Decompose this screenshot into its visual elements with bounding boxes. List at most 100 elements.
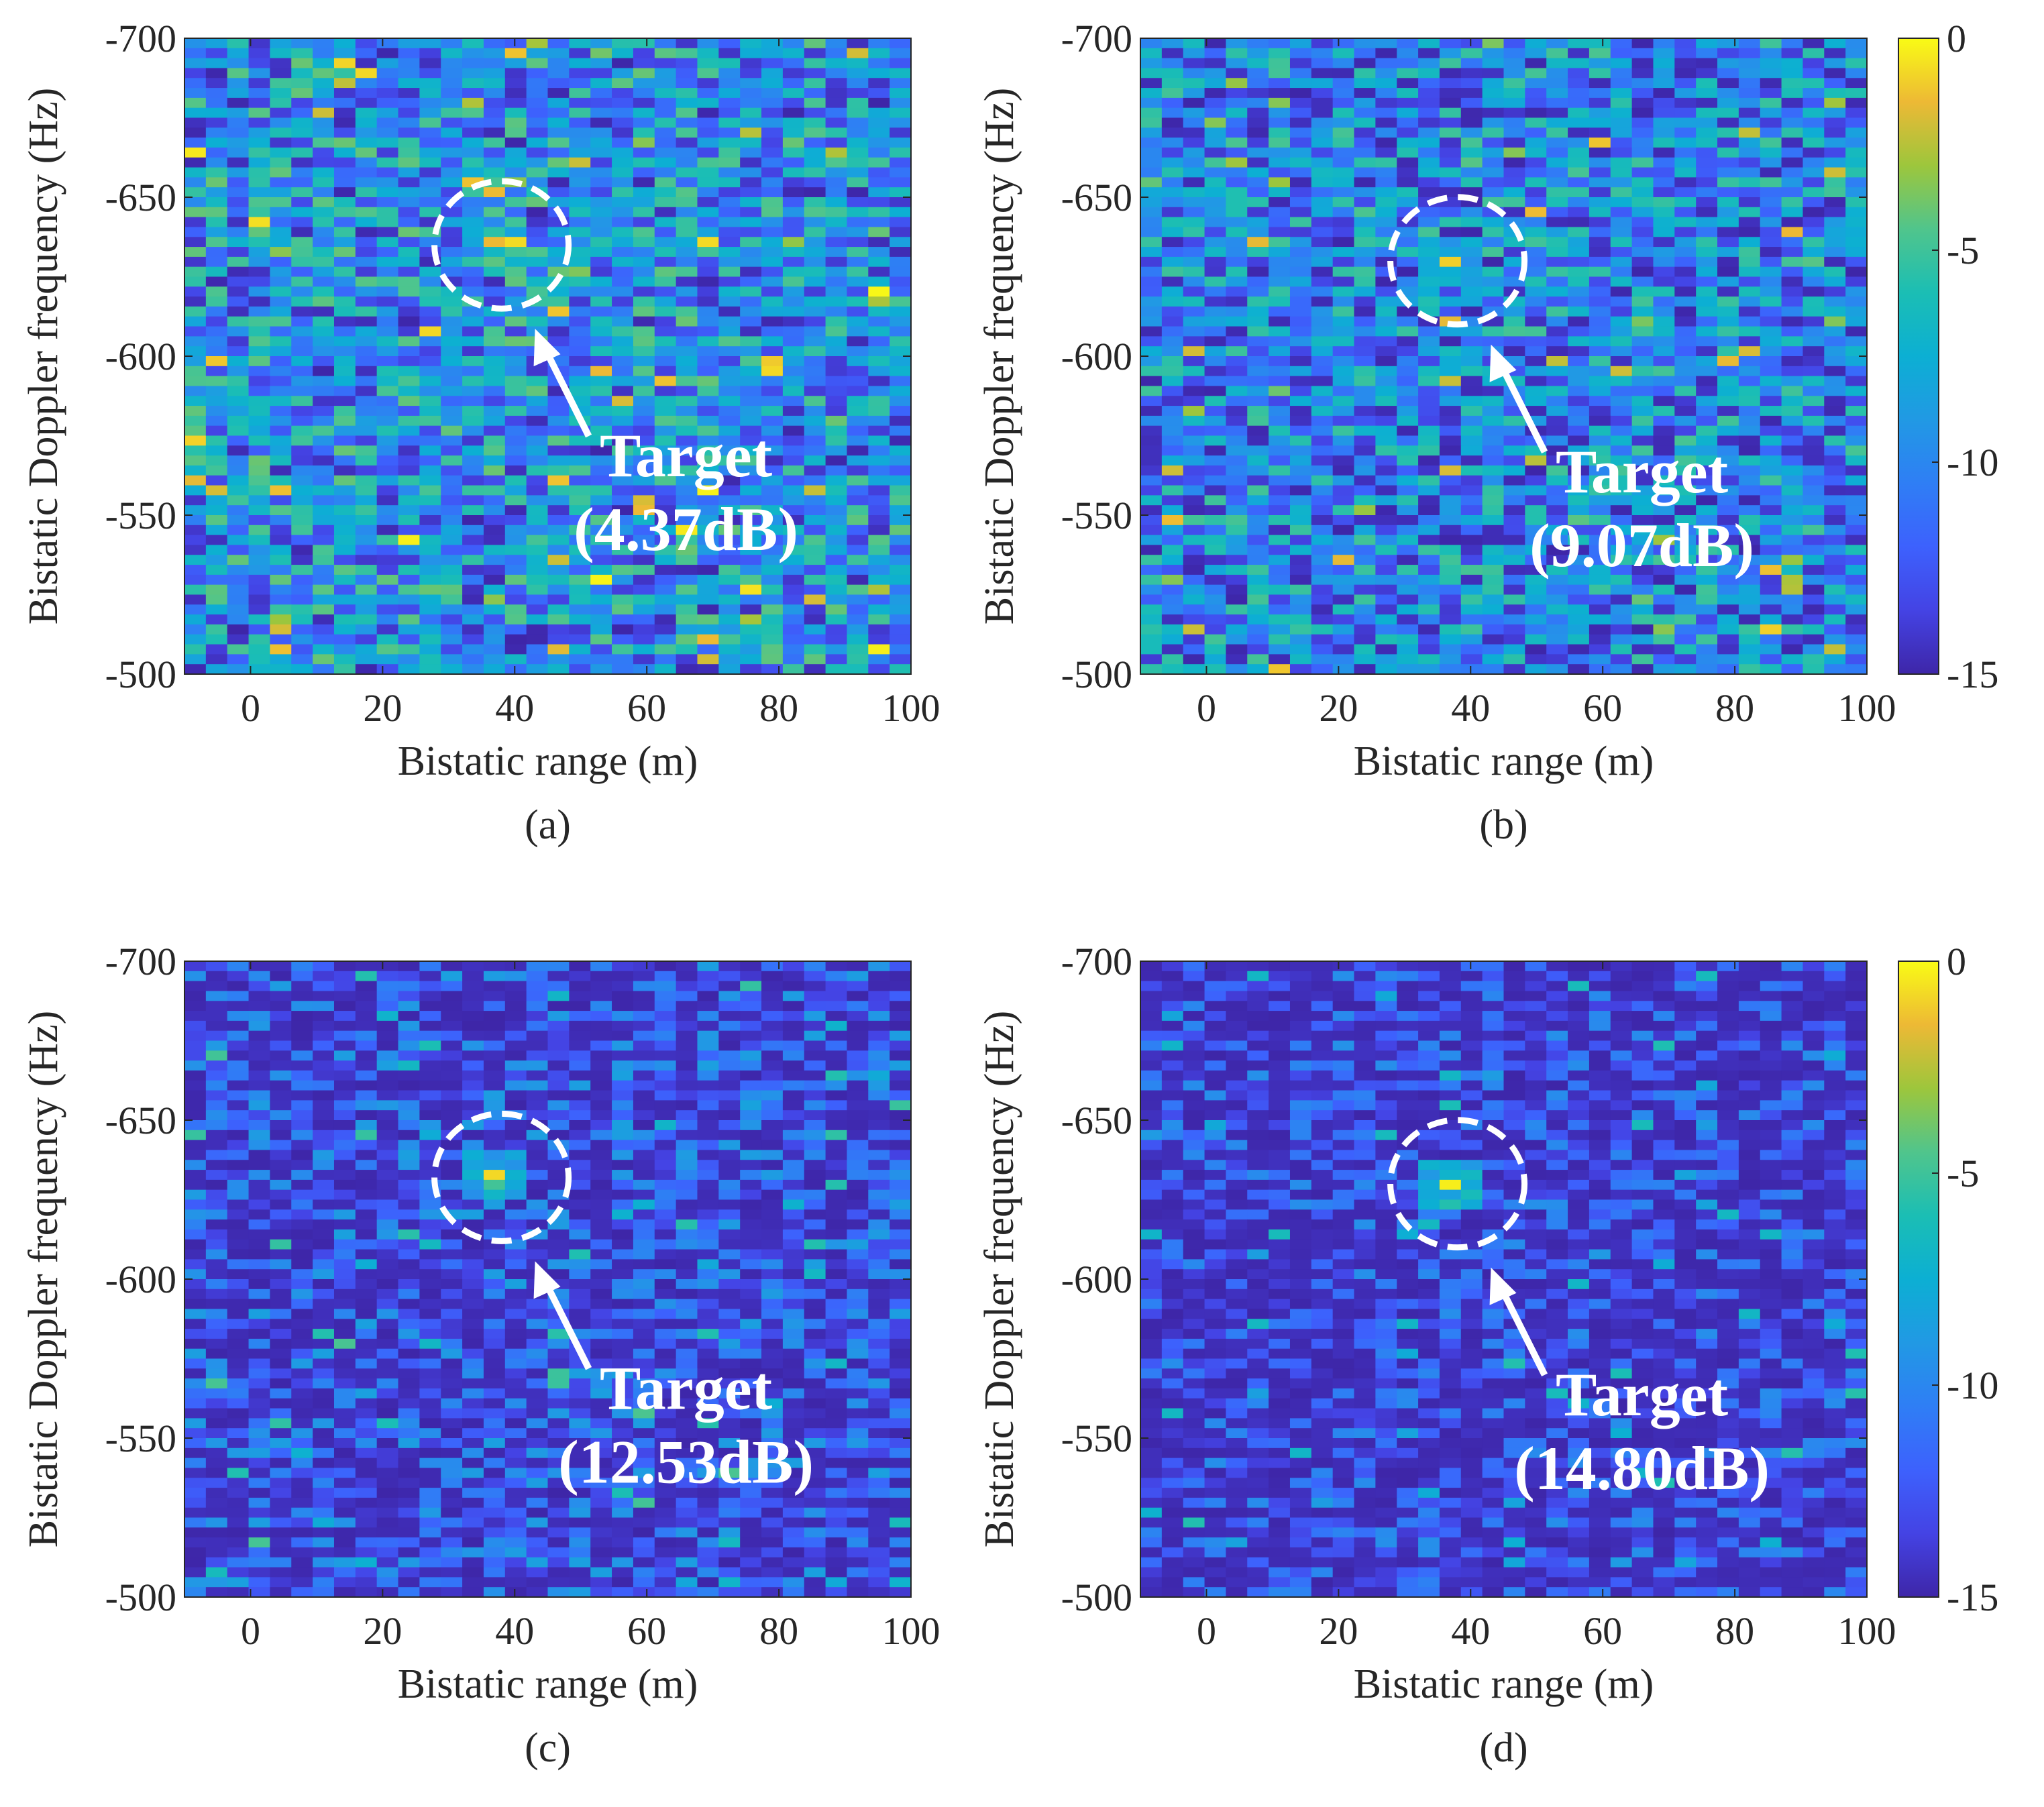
heatmap-cell [248, 286, 271, 297]
heatmap-cell [761, 157, 784, 168]
heatmap-cell [590, 316, 612, 327]
heatmap-cell [1140, 634, 1163, 645]
heatmap-cell [847, 584, 869, 596]
heatmap-cell [868, 525, 890, 536]
heatmap-cell [1247, 664, 1269, 675]
heatmap-cell [1482, 38, 1505, 49]
heatmap-cell [612, 495, 634, 506]
heatmap-cell [1183, 614, 1205, 625]
heatmap-cell [547, 58, 570, 69]
heatmap-cell [184, 1040, 207, 1051]
heatmap-cell [313, 415, 335, 427]
heatmap-cell [1140, 565, 1163, 576]
heatmap-cell [1738, 604, 1761, 615]
heatmap-cell [376, 97, 399, 109]
heatmap-cell [248, 376, 271, 387]
heatmap-cell [761, 1110, 784, 1121]
heatmap-cell [1418, 515, 1440, 526]
heatmap-cell [547, 237, 570, 248]
heatmap-cell [333, 604, 356, 615]
heatmap-cell [1311, 286, 1334, 297]
heatmap-cell [333, 78, 356, 89]
heatmap-cell [1674, 604, 1697, 615]
heatmap-cell [654, 197, 677, 208]
heatmap-cell [1226, 475, 1248, 486]
heatmap-cell [740, 107, 762, 119]
heatmap-cell [333, 227, 356, 237]
heatmap-cell [419, 207, 441, 218]
heatmap-cell [1845, 525, 1868, 536]
heatmap-cell [1140, 197, 1163, 208]
heatmap-cell [1418, 127, 1440, 138]
heatmap-cell [1439, 256, 1462, 268]
heatmap-cell [1525, 624, 1547, 635]
heatmap-cell [270, 207, 292, 218]
heatmap-cell [697, 138, 719, 148]
heatmap-cell [1226, 565, 1248, 576]
heatmap-cell [1653, 406, 1675, 417]
heatmap-cell [248, 1050, 271, 1061]
heatmap-cell [654, 624, 677, 635]
heatmap-cell [1289, 68, 1312, 78]
heatmap-cell [526, 97, 549, 109]
heatmap-cell [718, 366, 741, 377]
heatmap-cell [1845, 58, 1868, 69]
heatmap-cell [184, 485, 207, 496]
heatmap-cell [1397, 366, 1419, 377]
heatmap-cell [184, 256, 207, 268]
heatmap-cell [205, 217, 228, 228]
heatmap-cell [890, 1030, 912, 1042]
heatmap-cell [1589, 217, 1611, 228]
heatmap-cell [1525, 535, 1547, 546]
heatmap-cell [825, 624, 848, 635]
heatmap-cell [270, 256, 292, 268]
heatmap-cell [441, 217, 463, 228]
heatmap-cell [248, 664, 271, 675]
heatmap-cell [1311, 555, 1334, 565]
heatmap-cell [1781, 445, 1804, 456]
heatmap-cell [1696, 594, 1718, 605]
heatmap-cell [1760, 415, 1782, 427]
heatmap-cell [782, 147, 805, 158]
x-tick-label: 60 [1583, 686, 1622, 730]
heatmap-cell [697, 634, 719, 645]
heatmap-cell [1183, 525, 1205, 536]
heatmap-cell [398, 266, 420, 278]
heatmap-cell [804, 535, 826, 546]
heatmap-cell [398, 88, 420, 99]
heatmap-cell [1397, 664, 1419, 675]
heatmap-cell [1803, 376, 1825, 387]
heatmap-cell [1460, 306, 1483, 317]
heatmap-cell [248, 227, 271, 237]
heatmap-cell [569, 356, 591, 367]
heatmap-cell [825, 614, 848, 625]
heatmap-cell [184, 505, 207, 516]
heatmap-cell [462, 97, 484, 109]
heatmap-cell [1696, 266, 1718, 278]
heatmap-cell [1674, 197, 1697, 208]
heatmap-cell [825, 515, 848, 526]
heatmap-cell [612, 545, 634, 555]
heatmap-cell [248, 515, 271, 526]
heatmap-cell [462, 485, 484, 496]
heatmap-cell [825, 664, 848, 675]
heatmap-cell [483, 286, 506, 297]
heatmap-cell [1717, 256, 1739, 268]
heatmap-cell [890, 664, 912, 675]
heatmap-cell [376, 138, 399, 148]
panel-c: 0 20 40 60 80 100-700-650-600-550-500Bistatic… [21, 940, 940, 1771]
heatmap-cell [1354, 256, 1376, 268]
heatmap-cell [761, 58, 784, 69]
heatmap-cell [1653, 445, 1675, 456]
heatmap-cell [227, 386, 250, 396]
heatmap-cell [291, 1100, 313, 1111]
heatmap-cell [1781, 465, 1804, 476]
heatmap-cell [1418, 525, 1440, 536]
heatmap-cell [419, 356, 441, 367]
heatmap-cell [227, 981, 250, 992]
heatmap-cell [782, 167, 805, 178]
heatmap-cell [1375, 455, 1397, 466]
heatmap-cell [462, 138, 484, 148]
heatmap-cell [1460, 584, 1483, 596]
heatmap-cell [1247, 366, 1269, 377]
